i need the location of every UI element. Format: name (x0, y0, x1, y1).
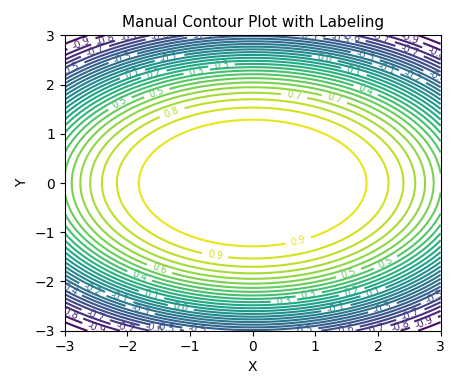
Text: 0.4: 0.4 (356, 82, 374, 97)
Text: 0.5: 0.5 (339, 266, 357, 280)
Text: -0.7: -0.7 (119, 29, 140, 44)
Text: 0.5: 0.5 (147, 86, 165, 100)
Text: -0.8: -0.8 (425, 45, 446, 61)
Text: -0.9: -0.9 (397, 30, 419, 46)
Text: 0.1: 0.1 (142, 288, 160, 302)
Text: 0.3: 0.3 (275, 295, 291, 307)
Text: -0.3: -0.3 (129, 303, 150, 317)
Text: -0.1: -0.1 (159, 51, 179, 65)
Text: 0.1: 0.1 (123, 67, 141, 81)
Text: -0.1: -0.1 (108, 289, 129, 305)
Text: 0.2: 0.2 (342, 285, 360, 299)
Text: 0.5: 0.5 (110, 95, 129, 111)
Y-axis label: Y: Y (15, 179, 29, 187)
Text: -0.7: -0.7 (364, 322, 386, 337)
Text: 0.1: 0.1 (345, 64, 362, 78)
Text: -0.2: -0.2 (82, 281, 103, 298)
Text: 0.9: 0.9 (206, 249, 223, 262)
Text: -0.1: -0.1 (375, 61, 396, 77)
Text: -0.7: -0.7 (114, 321, 135, 336)
Text: 0.3: 0.3 (213, 60, 229, 71)
Text: -0.5: -0.5 (187, 324, 207, 336)
Text: -0.9: -0.9 (71, 35, 92, 51)
Text: 0.3: 0.3 (188, 65, 204, 78)
Text: -0.5: -0.5 (293, 324, 313, 336)
Text: -0.2: -0.2 (401, 68, 423, 85)
Text: -0.3: -0.3 (112, 50, 133, 66)
Text: -0.6: -0.6 (144, 322, 164, 335)
Text: 0.1: 0.1 (364, 285, 381, 300)
Text: 0.4: 0.4 (130, 269, 148, 284)
Text: 0.2: 0.2 (145, 67, 162, 81)
Text: -0.7: -0.7 (84, 43, 105, 59)
Text: -0.8: -0.8 (389, 319, 409, 334)
Text: -0.8: -0.8 (59, 305, 80, 321)
Text: 0.0: 0.0 (172, 301, 189, 314)
Text: 0.7: 0.7 (285, 89, 302, 102)
Text: 0.0: 0.0 (315, 52, 332, 65)
Text: -0.3: -0.3 (354, 49, 375, 63)
Title: Manual Contour Plot with Labeling: Manual Contour Plot with Labeling (121, 15, 383, 30)
Text: -0.6: -0.6 (340, 31, 360, 44)
Text: -0.5: -0.5 (330, 32, 350, 45)
Text: -0.6: -0.6 (150, 30, 170, 43)
Text: -0.4: -0.4 (425, 68, 446, 86)
Text: -0.4: -0.4 (58, 280, 79, 298)
Text: -0.8: -0.8 (95, 32, 116, 47)
Text: -0.5: -0.5 (192, 30, 212, 42)
Text: -0.6: -0.6 (334, 323, 354, 336)
Text: -0.5: -0.5 (154, 321, 175, 334)
Text: -0.1: -0.1 (325, 301, 346, 315)
Text: -0.5: -0.5 (60, 60, 81, 77)
Text: -0.7: -0.7 (398, 43, 420, 59)
Text: -0.5: -0.5 (423, 289, 444, 306)
Text: 0.9: 0.9 (289, 234, 306, 248)
Text: 0.8: 0.8 (162, 105, 180, 120)
Text: -0.5: -0.5 (297, 30, 317, 42)
Text: -0.9: -0.9 (413, 315, 434, 331)
Text: -0.9: -0.9 (86, 320, 106, 336)
Text: 0.5: 0.5 (375, 255, 394, 271)
Text: -0.7: -0.7 (85, 307, 106, 323)
Text: 0.3: 0.3 (300, 288, 316, 301)
Text: 0.6: 0.6 (150, 262, 168, 277)
Text: -0.7: -0.7 (369, 30, 390, 45)
Text: -0.3: -0.3 (371, 300, 392, 316)
Text: 0.7: 0.7 (325, 91, 342, 106)
Text: -0.7: -0.7 (399, 307, 420, 323)
X-axis label: X: X (247, 360, 257, 374)
